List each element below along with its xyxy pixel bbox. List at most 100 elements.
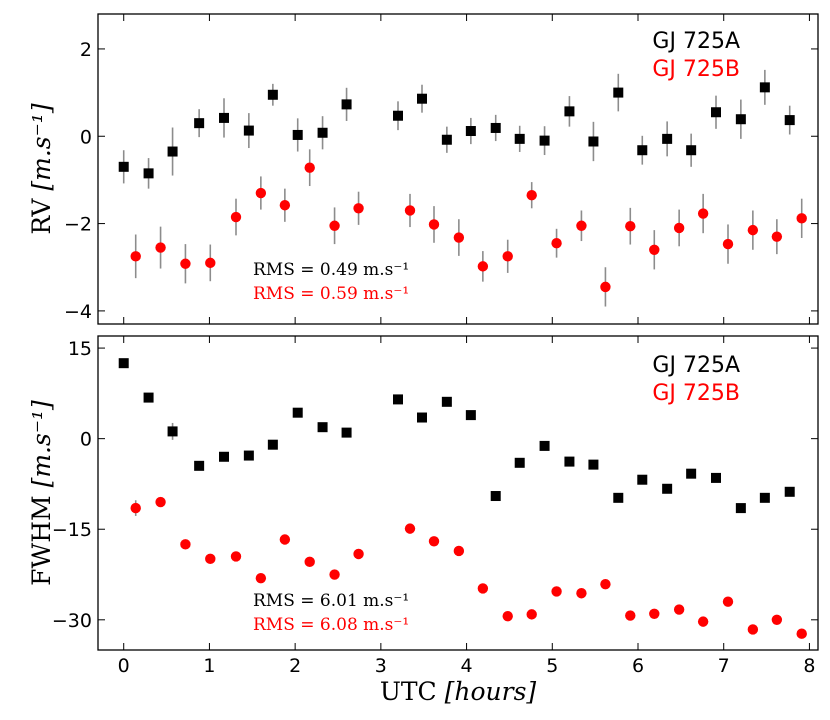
fwhm-rms-gj725b: RMS = 6.08 m.s⁻¹ [253,615,409,635]
fwhm-gj725a-point [317,422,328,433]
rv-gj725a-point [662,133,673,144]
rv-gj725a-point [711,107,721,118]
fwhm-gj725b-point [205,553,216,565]
fwhm-gj725b-point [747,624,759,635]
rv-gj725a-point [588,136,599,147]
rv-gj725b-point [353,203,364,214]
rv-gj725a-point [341,99,352,110]
x-tick-label: 1 [203,655,215,677]
rv-y-tick-label: 2 [80,39,92,61]
fwhm-y-tick-label: −15 [52,519,92,541]
rv-gj725a-point [243,125,254,136]
rv-gj725b-point [771,231,783,242]
fwhm-gj725b-point [428,536,440,547]
fwhm-gj725a-point [686,468,697,479]
rv-gj725a-point [637,145,648,156]
rv-gj725b-point [230,211,242,223]
fwhm-gj725b-point [304,556,315,568]
fwhm-gj725a-point [243,450,254,461]
fwhm-plot-frame [97,335,819,651]
rv-gj725b-point [697,208,709,219]
fwhm-gj725a-point [219,451,229,462]
rv-gj725b-point [329,220,340,231]
rv-gj725b-point [502,251,513,262]
rv-gj725a-point [441,134,452,145]
rv-gj725b-point [279,200,291,211]
fwhm-gj725a-point [735,503,746,514]
x-tick-label: 4 [461,655,473,677]
rv-gj725a-point [686,145,697,156]
fwhm-gj725b-point [255,572,267,584]
x-tick-label: 0 [118,655,130,677]
rv-gj725b-point [304,162,315,173]
rv-gj725b-point [796,213,807,224]
fwhm-gj725a-point [118,358,129,369]
rv-gj725a-point [267,89,278,100]
x-tick-label: 3 [375,655,387,677]
rv-rms-gj725a: RMS = 0.49 m.s⁻¹ [253,260,409,280]
fwhm-gj725b-point [600,578,611,590]
rv-gj725a-point [465,126,476,137]
rv-gj725b-point [453,232,465,243]
fwhm-gj725b-point [130,502,141,514]
fwhm-gj725a-point [143,392,154,403]
fwhm-gj725b-point [353,548,364,560]
rv-gj725b-point [600,281,611,293]
rv-gj725b-point [255,187,267,199]
rv-gj725a-point [167,146,178,157]
fwhm-gj725a-point [637,474,648,485]
fwhm-y-tick-label: 15 [68,338,92,360]
fwhm-gj725a-point [341,427,352,438]
fwhm-gj725b-point [279,534,291,545]
fwhm-gj725b-point [453,545,465,557]
fwhm-gj725b-point [673,604,685,615]
fwhm-gj725b-point [576,588,587,599]
rv-gj725b-point [673,222,685,234]
rv-gj725b-point [130,251,141,262]
fwhm-gj725a-point [613,492,624,503]
fwhm-gj725a-point [441,396,452,407]
fwhm-gj725b-point [649,608,660,619]
rv-gj725a-point [759,82,770,93]
fwhm-gj725a-point [194,460,205,471]
rv-gj725b-point [477,261,489,272]
x-tick-label: 6 [632,655,644,677]
x-tick-label: 8 [803,655,815,677]
fwhm-y-tick-label: −30 [52,610,92,632]
rv-gj725a-point [613,87,624,98]
fwhm-gj725b-point [771,614,783,626]
fwhm-gj725b-point [230,551,242,562]
rv-y-tick-label: −4 [64,301,92,323]
fwhm-gj725b-point [404,523,416,534]
fwhm-gj725b-point [625,610,636,621]
fwhm-gj725a-point [759,492,770,503]
rv-gj725b-point [649,244,660,255]
rv-panel: −4 −2 0 2 RV [m.s⁻¹] GJ 725A GJ 725B RMS = … [27,13,819,325]
fwhm-gj725b-point [551,586,562,597]
fwhm-gj725b-point [155,496,166,508]
rv-gj725b-point [722,238,734,250]
fwhm-gj725b-point [502,610,513,622]
fwhm-y-tick-label: 0 [80,429,92,451]
fwhm-gj725b-point [796,628,807,639]
fwhm-legend-entry-gj725b: GJ 725B [652,381,740,406]
rv-gj725a-point [784,115,795,126]
rv-gj725b-point [205,257,216,269]
fwhm-gj725a-point [490,491,501,502]
fwhm-gj725a-point [539,440,550,451]
rv-plot-frame [97,13,819,325]
rv-gj725b-point [180,258,191,269]
fwhm-gj725a-point [465,410,476,421]
rv-gj725b-point [747,224,759,236]
rv-gj725a-point [219,112,229,123]
fwhm-rms-gj725a: RMS = 6.01 m.s⁻¹ [253,591,409,611]
rv-y-tick-label: −2 [64,214,92,236]
rv-gj725a-point [417,93,427,104]
fwhm-legend-entry-gj725a: GJ 725A [652,353,740,378]
rv-gj725b-point [526,189,537,201]
x-tick-label: 7 [718,655,730,677]
fwhm-gj725b-point [180,539,191,550]
rv-legend-entry-gj725b: GJ 725B [652,57,740,82]
